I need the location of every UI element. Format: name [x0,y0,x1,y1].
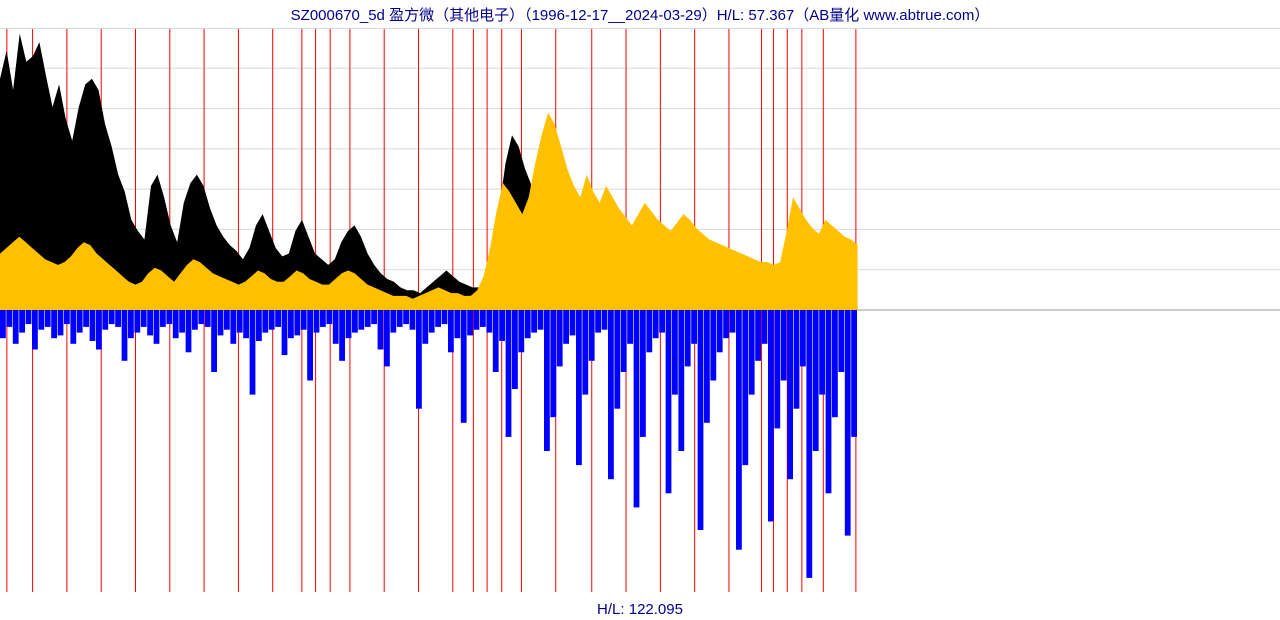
bottom-label: H/L: 122.095 [0,601,1280,618]
chart-title: SZ000670_5d 盈方微（其他电子）（1996-12-17__2024-0… [0,4,1280,25]
chart-area [0,28,1280,592]
chart-svg [0,28,1280,592]
